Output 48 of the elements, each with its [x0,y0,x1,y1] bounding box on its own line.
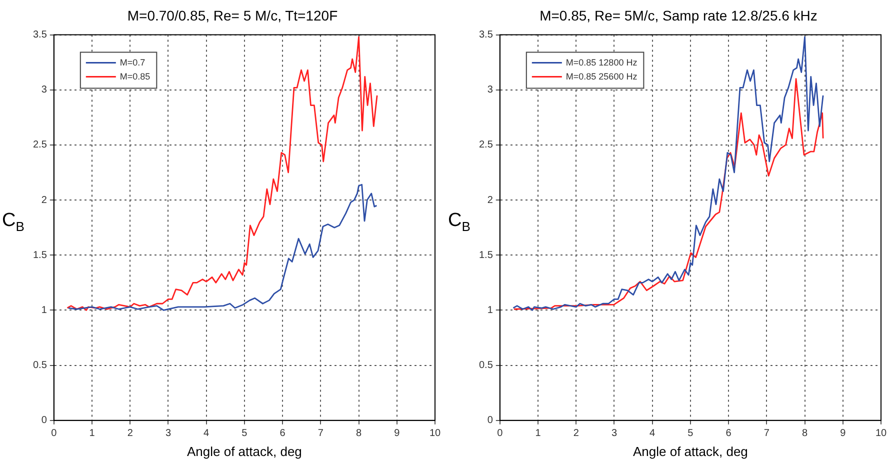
legend-label: M=0.85 25600 Hz [566,71,638,82]
x-tick-label: 1 [535,428,542,440]
x-tick-label: 0 [51,428,58,440]
x-tick-label: 3 [611,428,618,440]
y-tick-label: 3 [41,84,48,96]
x-tick-label: 8 [802,428,808,440]
x-tick-label: 7 [764,428,770,440]
x-tick-label: 2 [127,428,134,440]
legend-label: M=0.85 [120,71,150,82]
x-tick-label: 2 [573,428,580,440]
y-tick-label: 3 [487,84,494,96]
y-axis-title: C$_{B}$ [448,210,470,234]
legend-label: M=0.7 [120,57,146,68]
x-tick-label: 10 [875,428,887,440]
x-tick-label: 3 [165,428,172,440]
x-tick-label: 8 [356,428,362,440]
x-tick-label: 0 [497,428,504,440]
chart-title: M=0.85, Re= 5M/c, Samp rate 12.8/25.6 kHz [540,7,818,24]
y-tick-label: 1.5 [32,250,48,261]
chart-title: M=0.70/0.85, Re= 5 M/c, Tt=120F [127,7,338,24]
x-tick-label: 1 [89,428,96,440]
y-tick-label: 2.5 [32,140,48,151]
x-tick-label: 9 [394,428,400,440]
y-tick-label: 3.5 [478,30,494,41]
y-tick-label: 1 [41,304,48,316]
x-tick-label: 4 [650,428,656,440]
y-tick-label: 0.5 [478,360,494,372]
y-tick-label: 1 [487,304,494,316]
x-axis-title: Angle of attack, deg [186,444,302,459]
y-tick-label: 3.5 [32,30,48,41]
y-tick-label: 2 [487,194,494,206]
x-tick-label: 10 [429,428,441,440]
x-tick-label: 5 [688,428,694,440]
x-tick-label: 6 [726,428,732,440]
x-tick-label: 9 [840,428,846,440]
y-tick-label: 0 [487,415,494,426]
x-tick-label: 4 [204,428,210,440]
y-tick-label: 0 [41,415,48,426]
x-tick-label: 7 [318,428,324,440]
y-tick-label: 1.5 [478,250,494,261]
y-tick-label: 0.5 [32,360,48,372]
y-tick-label: 2 [41,194,48,206]
x-axis-title: Angle of attack, deg [632,444,748,459]
x-tick-label: 6 [280,428,286,440]
x-tick-label: 5 [242,428,248,440]
y-axis-title: C$_{B}$ [2,210,24,234]
y-tick-label: 2.5 [478,140,494,151]
legend-label: M=0.85 12800 Hz [566,57,638,68]
